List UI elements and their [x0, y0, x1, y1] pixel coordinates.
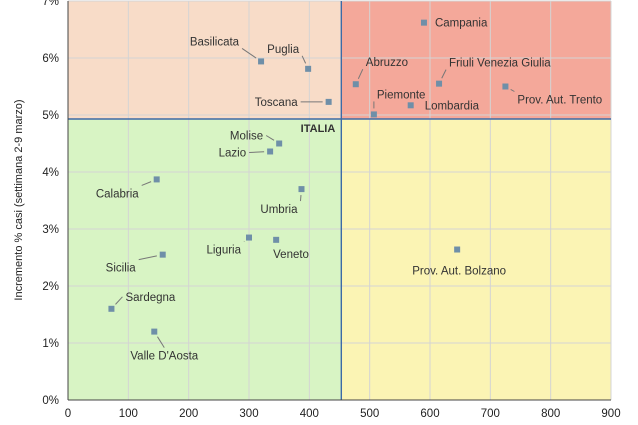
point-label-friuli-venezia-giulia: Friuli Venezia Giulia	[449, 58, 551, 70]
point-label-molise: Molise	[230, 131, 263, 143]
point-lombardia	[407, 102, 414, 109]
point-piemonte	[370, 111, 377, 118]
point-liguria	[246, 234, 252, 241]
point-calabria	[153, 176, 160, 183]
leader-line-abruzzo	[357, 69, 364, 79]
x-tick-label: 0	[65, 408, 71, 420]
x-tick-label: 300	[239, 408, 258, 420]
point-labels: Campania Basilicata Puglia Abruzzo Friuli Ve…	[96, 18, 602, 363]
point-label-calabria: Calabria	[96, 188, 139, 200]
y-tick-label: 3%	[42, 224, 59, 236]
point-label-veneto: Veneto	[273, 249, 309, 261]
point-sicilia	[159, 251, 166, 258]
point-label-prov-aut-bolzano: Prov. Aut. Bolzano	[412, 266, 506, 278]
quadrant-top-right	[341, 1, 611, 119]
point-label-sicilia: Sicilia	[106, 263, 137, 275]
x-tick-label: 700	[481, 408, 500, 420]
leader-line-valle-d-aosta	[157, 336, 165, 348]
y-tick-label: 7%	[42, 0, 59, 8]
point-umbria	[298, 186, 305, 193]
gridlines	[68, 0, 612, 400]
y-tick-label: 4%	[42, 167, 59, 179]
point-label-lombardia: Lombardia	[425, 100, 480, 112]
leader-line-umbria	[299, 195, 302, 202]
reference-lines	[68, 1, 611, 400]
leader-line-molise	[265, 135, 275, 141]
leader-line-calabria	[141, 181, 152, 186]
x-tick-label: 500	[360, 408, 379, 420]
point-valle-d-aosta	[151, 328, 158, 335]
point-label-liguria: Liguria	[206, 245, 241, 257]
point-sardegna	[108, 305, 115, 312]
leader-line-puglia	[301, 55, 307, 64]
leader-line-sardegna	[115, 296, 123, 305]
reference-label-italia: ITALIA	[301, 123, 336, 135]
point-label-campania: Campania	[435, 18, 488, 30]
label-leader-lines	[115, 48, 515, 348]
point-label-basilicata: Basilicata	[190, 36, 240, 48]
y-axis-label: Incremento % casi (settimana 2-9 marzo)	[13, 99, 25, 300]
axes	[67, 1, 611, 401]
x-tick-label: 600	[420, 408, 439, 420]
point-basilicata	[258, 58, 265, 65]
leader-line-prov-aut-trento	[510, 88, 515, 92]
point-puglia	[305, 65, 312, 72]
point-label-sardegna: Sardegna	[125, 292, 175, 304]
leader-line-basilicata	[241, 48, 257, 59]
quadrant-top-left	[68, 1, 342, 119]
quadrant-bottom-right	[341, 118, 611, 401]
x-tick-label: 100	[119, 408, 138, 420]
quadrant-bottom-left	[68, 118, 342, 401]
leader-line-lazio	[249, 151, 265, 153]
x-tick-label: 200	[179, 408, 198, 420]
point-lazio	[267, 148, 274, 155]
y-tick-label: 5%	[42, 110, 59, 122]
point-prov-aut-bolzano	[454, 246, 461, 253]
data-points	[108, 19, 509, 335]
point-veneto	[273, 236, 280, 243]
y-tick-label: 1%	[42, 338, 59, 350]
x-tick-label: 900	[601, 408, 620, 420]
point-campania	[420, 19, 427, 26]
tick-labels: 0 100 200 300 400 500 600 700 800 900 0% 1% 2% 3% 4% 5%…	[42, 0, 620, 420]
point-abruzzo	[352, 81, 359, 88]
y-tick-label: 6%	[42, 53, 59, 65]
y-tick-label: 0%	[42, 395, 59, 407]
leader-line-sicilia	[138, 255, 157, 261]
y-tick-label: 2%	[42, 281, 59, 293]
point-friuli-venezia-giulia	[436, 80, 443, 87]
point-label-prov-aut-trento: Prov. Aut. Trento	[517, 95, 602, 107]
point-molise	[276, 140, 283, 147]
leader-line-friuli-venezia-giulia	[441, 69, 447, 79]
x-tick-label: 400	[300, 408, 319, 420]
point-toscana	[325, 98, 332, 105]
point-label-toscana: Toscana	[255, 97, 298, 109]
point-label-valle-d-aosta: Valle D'Aosta	[130, 351, 198, 363]
x-tick-label: 800	[541, 408, 560, 420]
point-prov-aut-trento	[502, 83, 509, 90]
point-label-piemonte: Piemonte	[377, 89, 426, 101]
quadrant-backgrounds	[68, 1, 611, 401]
point-label-lazio: Lazio	[219, 147, 247, 159]
point-label-abruzzo: Abruzzo	[366, 57, 408, 69]
point-label-umbria: Umbria	[260, 204, 298, 216]
point-label-puglia: Puglia	[267, 44, 300, 56]
